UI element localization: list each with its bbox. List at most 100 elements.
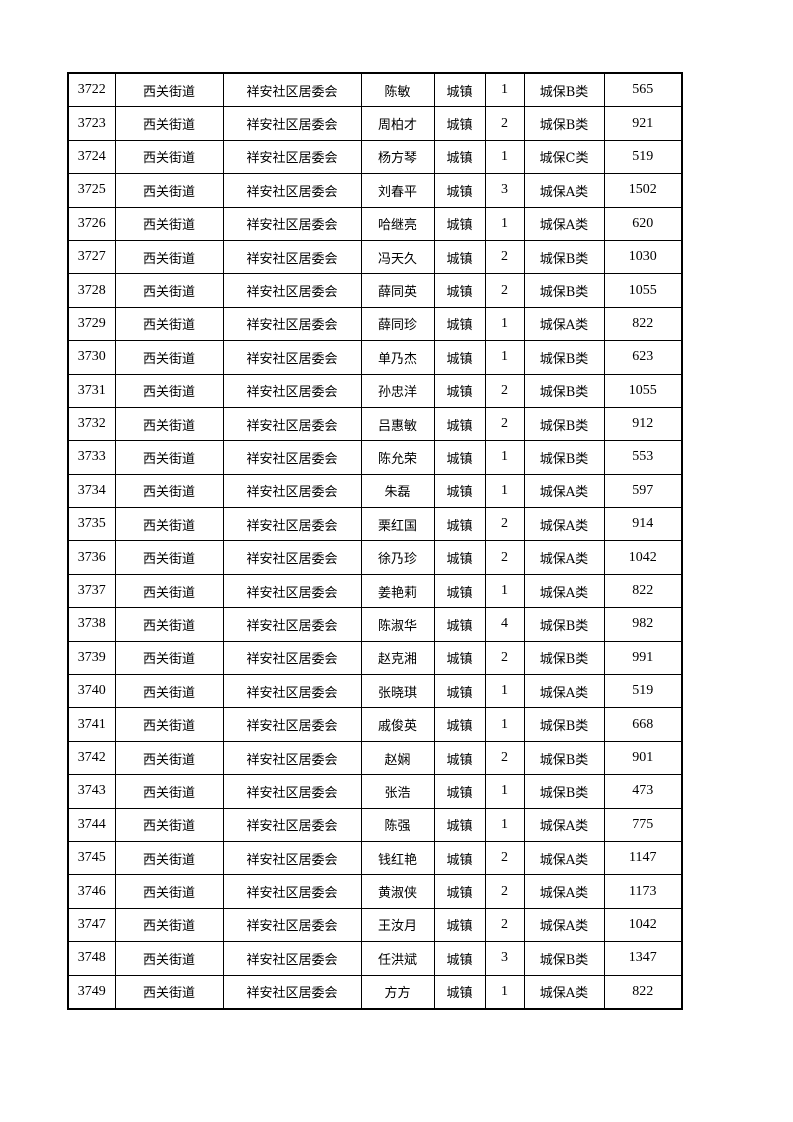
amount-cell: 822 <box>603 573 683 609</box>
table-row: 3745 西关街道 祥安社区居委会 钱红艳 城镇 2 城保A类 1147 <box>67 840 683 876</box>
insurance-category-cell: 城保A类 <box>523 507 605 542</box>
subdistrict-cell: 西关街道 <box>114 507 224 542</box>
subdistrict-cell: 西关街道 <box>114 607 224 642</box>
amount-cell: 1147 <box>603 840 683 876</box>
name-cell: 朱磊 <box>360 473 435 509</box>
name-cell: 吕惠敏 <box>360 406 435 442</box>
amount-cell: 519 <box>603 139 683 175</box>
community-cell: 祥安社区居委会 <box>222 306 362 342</box>
amount-cell: 1042 <box>603 540 683 575</box>
member-count-cell: 2 <box>484 840 525 876</box>
table-row: 3728 西关街道 祥安社区居委会 薛同英 城镇 2 城保B类 1055 <box>67 273 683 308</box>
amount-cell: 1030 <box>603 239 683 275</box>
amount-cell: 623 <box>603 340 683 375</box>
amount-cell: 1055 <box>603 373 683 408</box>
row-number-cell: 3723 <box>67 106 116 141</box>
subdistrict-cell: 西关街道 <box>114 974 224 1010</box>
row-number-cell: 3733 <box>67 440 116 475</box>
amount-cell: 912 <box>603 406 683 442</box>
name-cell: 陈敏 <box>360 72 435 108</box>
insurance-category-cell: 城保A类 <box>523 807 605 842</box>
name-cell: 哈继亮 <box>360 206 435 241</box>
amount-cell: 914 <box>603 507 683 542</box>
subdistrict-cell: 西关街道 <box>114 273 224 308</box>
row-number-cell: 3725 <box>67 173 116 208</box>
household-type-cell: 城镇 <box>433 507 486 542</box>
row-number-cell: 3741 <box>67 707 116 742</box>
household-type-cell: 城镇 <box>433 406 486 442</box>
name-cell: 钱红艳 <box>360 840 435 876</box>
table-row: 3748 西关街道 祥安社区居委会 任洪斌 城镇 3 城保B类 1347 <box>67 941 683 976</box>
subdistrict-cell: 西关街道 <box>114 540 224 575</box>
subdistrict-cell: 西关街道 <box>114 707 224 742</box>
community-cell: 祥安社区居委会 <box>222 907 362 943</box>
member-count-cell: 2 <box>484 740 525 776</box>
community-cell: 祥安社区居委会 <box>222 941 362 976</box>
table-row: 3749 西关街道 祥安社区居委会 方方 城镇 1 城保A类 822 <box>67 974 683 1010</box>
member-count-cell: 1 <box>484 707 525 742</box>
member-count-cell: 1 <box>484 139 525 175</box>
subdistrict-cell: 西关街道 <box>114 807 224 842</box>
member-count-cell: 2 <box>484 239 525 275</box>
amount-cell: 1173 <box>603 874 683 909</box>
amount-cell: 901 <box>603 740 683 776</box>
member-count-cell: 2 <box>484 373 525 408</box>
name-cell: 单乃杰 <box>360 340 435 375</box>
amount-cell: 553 <box>603 440 683 475</box>
member-count-cell: 1 <box>484 72 525 108</box>
community-cell: 祥安社区居委会 <box>222 674 362 709</box>
community-cell: 祥安社区居委会 <box>222 106 362 141</box>
name-cell: 戚俊英 <box>360 707 435 742</box>
community-cell: 祥安社区居委会 <box>222 373 362 408</box>
community-cell: 祥安社区居委会 <box>222 239 362 275</box>
member-count-cell: 2 <box>484 640 525 676</box>
member-count-cell: 3 <box>484 173 525 208</box>
community-cell: 祥安社区居委会 <box>222 740 362 776</box>
community-cell: 祥安社区居委会 <box>222 840 362 876</box>
table-row: 3731 西关街道 祥安社区居委会 孙忠洋 城镇 2 城保B类 1055 <box>67 373 683 408</box>
subdistrict-cell: 西关街道 <box>114 340 224 375</box>
name-cell: 张晓琪 <box>360 674 435 709</box>
member-count-cell: 1 <box>484 306 525 342</box>
row-number-cell: 3727 <box>67 239 116 275</box>
insurance-category-cell: 城保B类 <box>523 406 605 442</box>
household-type-cell: 城镇 <box>433 573 486 609</box>
data-table: 3722 西关街道 祥安社区居委会 陈敏 城镇 1 城保B类 565 3723 西关街道 祥安社区居… <box>67 72 683 1010</box>
member-count-cell: 1 <box>484 807 525 842</box>
subdistrict-cell: 西关街道 <box>114 440 224 475</box>
member-count-cell: 2 <box>484 406 525 442</box>
amount-cell: 982 <box>603 607 683 642</box>
community-cell: 祥安社区居委会 <box>222 607 362 642</box>
household-type-cell: 城镇 <box>433 941 486 976</box>
household-type-cell: 城镇 <box>433 440 486 475</box>
name-cell: 任洪斌 <box>360 941 435 976</box>
name-cell: 薛同珍 <box>360 306 435 342</box>
table-row: 3726 西关街道 祥安社区居委会 哈继亮 城镇 1 城保A类 620 <box>67 206 683 241</box>
member-count-cell: 3 <box>484 941 525 976</box>
household-type-cell: 城镇 <box>433 607 486 642</box>
household-type-cell: 城镇 <box>433 540 486 575</box>
amount-cell: 822 <box>603 974 683 1010</box>
member-count-cell: 2 <box>484 874 525 909</box>
name-cell: 刘春平 <box>360 173 435 208</box>
community-cell: 祥安社区居委会 <box>222 340 362 375</box>
member-count-cell: 1 <box>484 674 525 709</box>
member-count-cell: 1 <box>484 573 525 609</box>
table-row: 3734 西关街道 祥安社区居委会 朱磊 城镇 1 城保A类 597 <box>67 473 683 509</box>
amount-cell: 775 <box>603 807 683 842</box>
amount-cell: 1042 <box>603 907 683 943</box>
household-type-cell: 城镇 <box>433 840 486 876</box>
household-type-cell: 城镇 <box>433 974 486 1010</box>
community-cell: 祥安社区居委会 <box>222 540 362 575</box>
community-cell: 祥安社区居委会 <box>222 206 362 241</box>
household-type-cell: 城镇 <box>433 640 486 676</box>
amount-cell: 620 <box>603 206 683 241</box>
row-number-cell: 3748 <box>67 941 116 976</box>
name-cell: 赵克湘 <box>360 640 435 676</box>
table-row: 3742 西关街道 祥安社区居委会 赵娴 城镇 2 城保B类 901 <box>67 740 683 776</box>
row-number-cell: 3728 <box>67 273 116 308</box>
insurance-category-cell: 城保B类 <box>523 72 605 108</box>
subdistrict-cell: 西关街道 <box>114 306 224 342</box>
community-cell: 祥安社区居委会 <box>222 874 362 909</box>
household-type-cell: 城镇 <box>433 774 486 809</box>
